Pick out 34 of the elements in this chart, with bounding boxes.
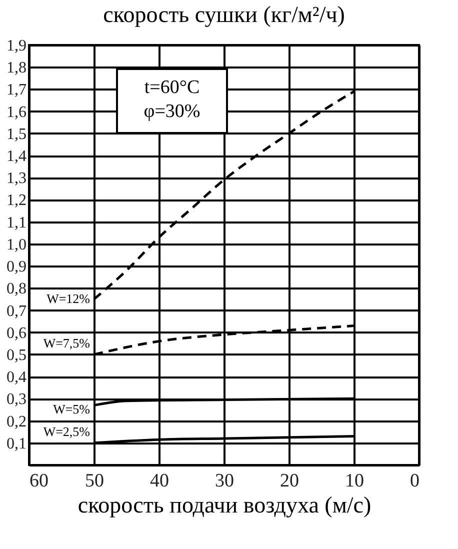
series-label: W=7,5% [43, 335, 90, 350]
y-tick-label: 0,5 [6, 346, 26, 364]
y-tick-label: 1,4 [6, 148, 26, 166]
y-tick-label: 0,9 [6, 258, 26, 276]
y-tick-label: 0,6 [6, 324, 26, 342]
series-label: W=2,5% [43, 424, 90, 439]
annotation: φ=30% [144, 101, 200, 122]
series-label: W=5% [53, 402, 90, 417]
y-tick-label: 0,3 [6, 391, 26, 408]
y-tick-label: 0,8 [6, 280, 26, 298]
x-tick-label: 60 [30, 470, 48, 492]
x-tick-label: 40 [150, 470, 169, 492]
y-tick-label: 1,5 [6, 126, 26, 143]
chart-title: скорость сушки (кг/м²/ч) [103, 2, 345, 27]
y-tick-label: 1,6 [6, 104, 26, 121]
y-tick-label: 1,3 [6, 170, 26, 188]
annotation: t=60°C [144, 77, 200, 98]
series-label: W=12% [46, 291, 90, 306]
x-tick-label: 10 [345, 470, 364, 492]
y-tick-label: 0,4 [6, 369, 26, 386]
y-tick-label: 0,2 [6, 413, 26, 430]
y-tick-label: 0,7 [6, 302, 26, 320]
x-tick-label: 0 [410, 470, 420, 492]
y-tick-label: 1,8 [6, 60, 26, 77]
y-tick-label: 1,7 [6, 82, 26, 99]
y-tick-label: 1,1 [6, 214, 26, 232]
y-tick-label: 1,0 [6, 236, 26, 254]
y-tick-label: 0,1 [6, 435, 26, 452]
y-tick-label: 1,9 [6, 38, 26, 54]
x-tick-label: 50 [85, 470, 104, 492]
x-axis-title: скорость подачи воздуха (м/с) [78, 492, 372, 518]
x-tick-label: 30 [215, 470, 234, 492]
x-tick-label: 20 [280, 470, 299, 492]
y-tick-label: 1,2 [6, 192, 26, 210]
